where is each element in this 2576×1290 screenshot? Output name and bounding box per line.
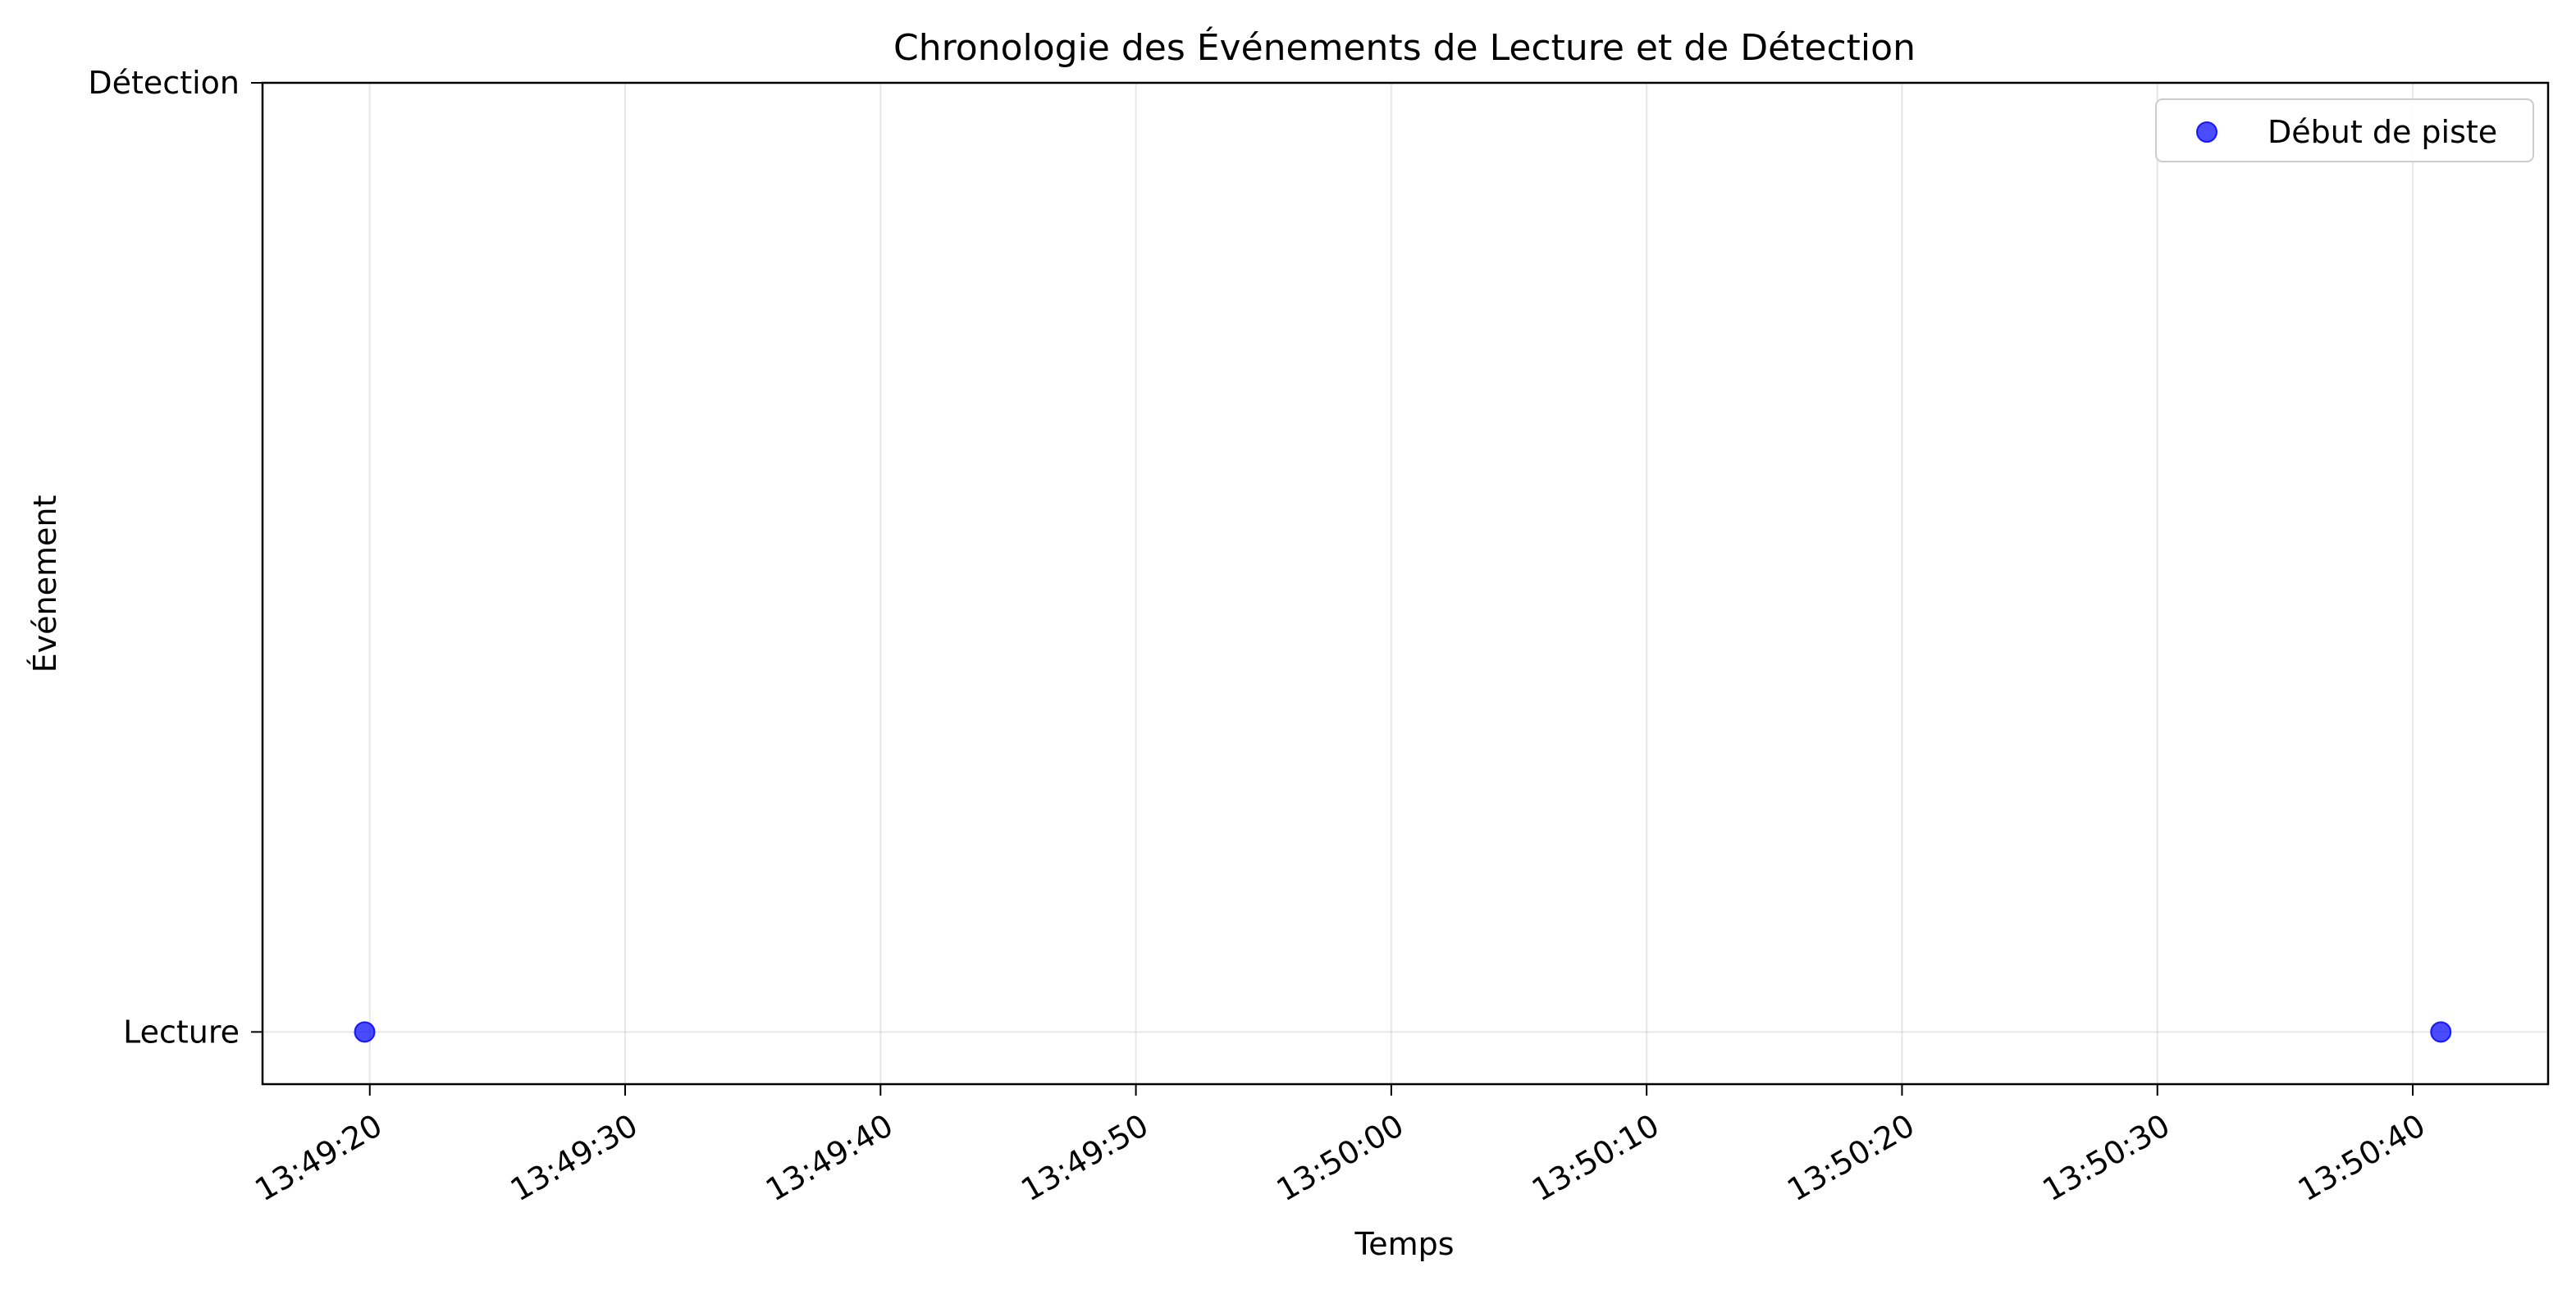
legend-box [2155, 98, 2534, 162]
chart-title: Chronologie des Événements de Lecture et… [893, 25, 1916, 69]
scatter-points [354, 1021, 2452, 1043]
plot-area-frame [261, 81, 2550, 1086]
legend: Début de piste [2155, 98, 2534, 162]
legend-marker [2196, 121, 2217, 143]
y-axis-ticks: Lecture Détection [88, 65, 263, 1050]
scatter-point [354, 1021, 376, 1043]
y-tick-label: Détection [88, 65, 240, 101]
legend-label: Début de piste [2268, 114, 2497, 150]
x-axis-label: Temps [1354, 1226, 1454, 1262]
y-tick-label: Lecture [123, 1014, 240, 1050]
grid-x [368, 83, 2414, 1084]
scatter-point [2430, 1021, 2452, 1043]
y-axis-label: Événement [27, 495, 63, 673]
